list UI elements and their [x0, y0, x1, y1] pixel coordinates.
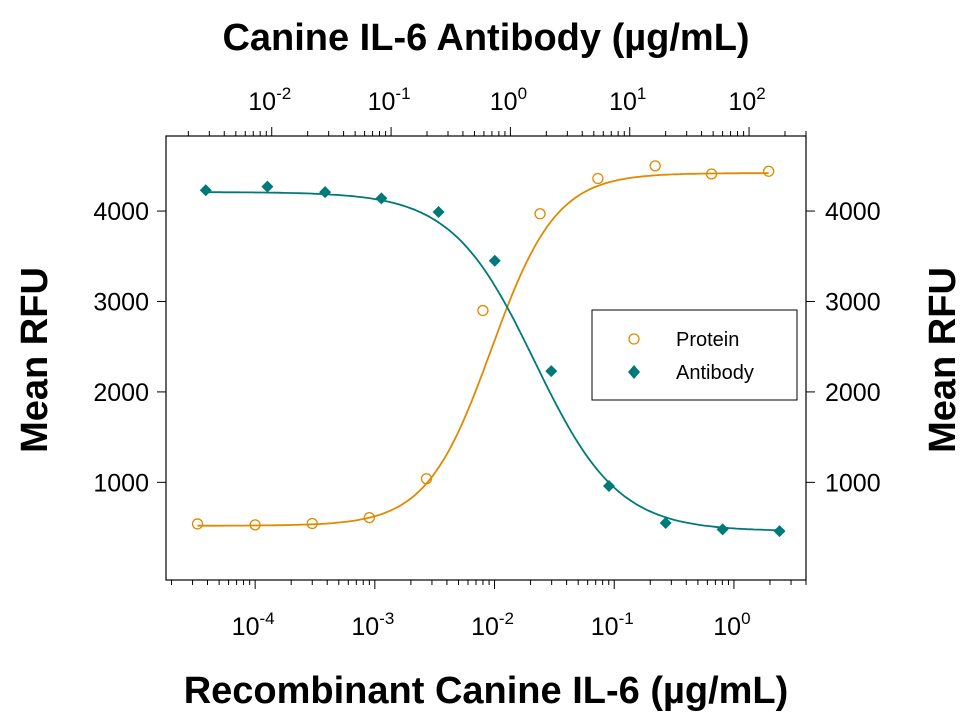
fit-curves: [197, 172, 780, 532]
left-axis-tick-label: 2000: [93, 379, 149, 407]
protein-data-point: [534, 208, 546, 220]
protein-data-point: [249, 519, 261, 531]
bottom-axis-title: Recombinant Canine IL-6 (µg/mL): [184, 670, 789, 712]
antibody-fit-curve: [205, 191, 780, 532]
protein-data-point: [592, 172, 604, 185]
protein-data-point: [306, 517, 318, 530]
bottom-axis-tick-label: 10-4: [232, 609, 275, 641]
protein-data-point: [420, 473, 433, 485]
right-axis-tick-label: 2000: [825, 379, 881, 407]
antibody-data-point: [602, 479, 615, 492]
protein-data-point: [191, 518, 204, 530]
bottom-axis-tick-label: 10-2: [471, 609, 514, 641]
axis-ticks: [157, 127, 815, 589]
bottom-axis-tick-label: 10-1: [591, 609, 634, 641]
protein-data-point: [763, 165, 775, 177]
antibody-data-point: [545, 365, 558, 378]
top-axis-tick-label: 102: [728, 84, 765, 116]
left-axis-tick-label: 3000: [93, 288, 149, 316]
protein-data-point: [705, 168, 718, 180]
protein-data-point: [363, 511, 376, 524]
top-axis-tick-label: 100: [490, 84, 527, 116]
antibody-data-point: [488, 254, 501, 267]
left-axis-tick-label: 4000: [93, 198, 149, 226]
right-axis-tick-label: 4000: [825, 198, 881, 226]
right-axis-tick-label: 3000: [825, 288, 881, 316]
protein-fit-curve: [197, 172, 769, 527]
right-axis-tick-label: 1000: [825, 469, 881, 497]
antibody-data-point: [659, 517, 672, 530]
legend-box: [591, 309, 798, 401]
top-axis-tick-label: 10-1: [368, 84, 411, 116]
top-axis-title: Canine IL-6 Antibody (µg/mL): [222, 17, 749, 59]
protein-data-point: [477, 304, 489, 317]
plot-area-frame: [165, 135, 807, 581]
antibody-data-point: [199, 184, 212, 197]
legend: Protein Antibody: [591, 309, 798, 401]
antibody-data-point: [773, 525, 786, 538]
antibody-data-point: [716, 523, 729, 536]
left-axis-title: Mean RFU: [14, 267, 56, 453]
axis-tick-labels: 10-4 10-3 10-2 10-1 100 10-2 10-1 100 101 102 1000…: [93, 84, 880, 641]
legend-antibody-marker: [628, 365, 640, 379]
protein-data-point: [649, 160, 661, 172]
top-axis-tick-label: 10-2: [248, 84, 291, 116]
antibody-data-point: [261, 180, 274, 193]
legend-antibody-label: Antibody: [676, 362, 754, 384]
antibody-data-point: [432, 205, 445, 218]
antibody-data-point: [375, 192, 388, 205]
right-axis-title: Mean RFU: [922, 267, 964, 453]
legend-protein-marker: [628, 333, 640, 345]
top-axis-tick-label: 101: [609, 84, 646, 116]
antibody-data-point: [319, 186, 332, 199]
bottom-axis-tick-label: 10-3: [351, 609, 394, 641]
left-axis-tick-label: 1000: [93, 469, 149, 497]
bottom-axis-tick-label: 100: [713, 609, 750, 641]
legend-protein-label: Protein: [676, 329, 739, 351]
data-points: [191, 160, 786, 538]
